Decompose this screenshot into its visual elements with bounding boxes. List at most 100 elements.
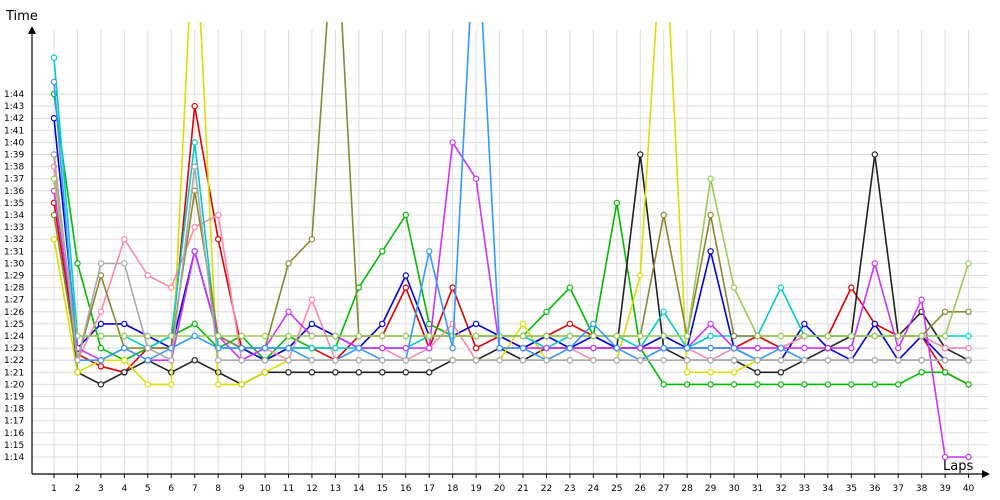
data-point <box>965 344 972 352</box>
data-point <box>918 296 925 303</box>
data-point <box>941 308 949 315</box>
data-point <box>355 344 362 352</box>
x-axis-title: Laps <box>943 459 973 474</box>
data-point <box>191 332 198 340</box>
y-tick-label: 1:16 <box>4 429 24 439</box>
data-point <box>50 211 58 219</box>
data-point <box>824 332 832 340</box>
series-line <box>53 154 969 362</box>
data-point <box>238 344 245 352</box>
y-tick-label: 1:41 <box>4 126 24 136</box>
data-point <box>707 344 714 352</box>
data-point <box>144 344 151 352</box>
y-tick-label: 1:43 <box>4 102 24 112</box>
data-point <box>449 344 456 352</box>
data-point <box>74 369 81 376</box>
data-point <box>472 344 480 352</box>
data-point <box>402 357 409 364</box>
data-point <box>801 332 808 340</box>
data-point <box>707 381 714 388</box>
data-point <box>50 54 58 61</box>
data-point <box>660 381 667 388</box>
x-tick-label: 30 <box>728 484 740 494</box>
data-point <box>238 332 245 340</box>
x-tick-label: 32 <box>775 484 786 494</box>
data-point <box>965 308 972 315</box>
data-point <box>332 357 339 364</box>
data-point <box>379 320 386 328</box>
x-tick-label: 8 <box>215 484 221 494</box>
data-point <box>683 332 691 340</box>
data-point <box>754 357 761 364</box>
x-tick-label: 16 <box>400 484 412 494</box>
data-point <box>730 332 738 340</box>
y-tick-label: 1:31 <box>4 247 24 257</box>
data-point <box>660 357 667 364</box>
data-point <box>707 320 714 328</box>
data-point <box>214 211 222 219</box>
x-tick-label: 6 <box>168 484 174 494</box>
data-point <box>285 357 292 364</box>
x-tick-label: 39 <box>939 484 951 494</box>
data-point <box>824 344 832 352</box>
data-point <box>895 332 902 340</box>
x-tick-label: 7 <box>192 484 198 494</box>
x-tick-label: 40 <box>963 484 975 494</box>
data-point <box>871 151 879 158</box>
data-point <box>801 357 808 364</box>
data-point <box>379 248 386 255</box>
data-point <box>191 163 198 170</box>
x-tick-label: 20 <box>494 484 506 494</box>
x-tick-label: 10 <box>259 484 271 494</box>
y-tick-label: 1:15 <box>4 441 24 451</box>
data-point <box>754 381 761 388</box>
data-point <box>824 357 832 364</box>
data-point <box>707 357 714 364</box>
data-point <box>355 369 362 376</box>
y-tick-label: 1:17 <box>4 417 24 427</box>
data-point <box>707 332 714 340</box>
data-point <box>50 235 58 243</box>
data-point <box>261 332 269 340</box>
data-point <box>496 357 503 364</box>
y-tick-label: 1:14 <box>4 453 24 463</box>
data-point <box>613 357 621 364</box>
data-point <box>683 369 691 376</box>
data-point <box>261 357 269 364</box>
data-point <box>637 357 644 364</box>
x-tick-label: 14 <box>353 484 365 494</box>
data-point <box>449 284 456 291</box>
x-tick-label: 12 <box>306 484 317 494</box>
data-point <box>496 344 503 352</box>
data-point <box>449 139 456 146</box>
y-tick-label: 1:30 <box>4 259 24 269</box>
x-tick-label: 5 <box>145 484 151 494</box>
data-point <box>97 332 105 340</box>
data-point <box>308 357 316 364</box>
y-tick-label: 1:38 <box>4 163 24 173</box>
series-line <box>53 177 970 337</box>
data-point <box>965 453 972 461</box>
y-tick-label: 1:42 <box>4 114 24 124</box>
data-point <box>965 357 972 364</box>
data-point <box>707 248 714 255</box>
data-point <box>519 344 527 352</box>
data-point <box>402 272 409 279</box>
data-point <box>121 357 128 364</box>
data-point <box>261 344 269 352</box>
x-tick-label: 17 <box>423 484 434 494</box>
data-point <box>848 344 855 352</box>
data-point <box>941 357 949 364</box>
y-tick-label: 1:34 <box>4 211 24 221</box>
y-tick-label: 1:20 <box>4 380 24 390</box>
y-tick-label: 1:24 <box>4 332 24 342</box>
data-point <box>402 284 409 291</box>
data-point <box>918 369 925 376</box>
data-point <box>191 357 198 364</box>
y-tick-label: 1:19 <box>4 393 24 403</box>
data-point <box>613 199 621 207</box>
data-point <box>97 320 105 328</box>
x-tick-label: 2 <box>75 484 81 494</box>
data-point <box>214 332 222 340</box>
y-tick-label: 1:23 <box>4 344 24 354</box>
